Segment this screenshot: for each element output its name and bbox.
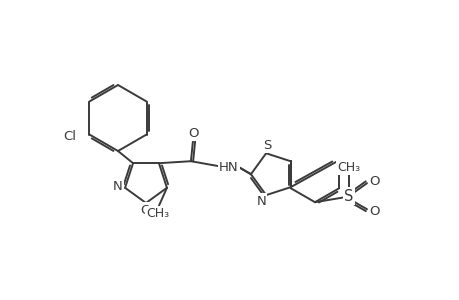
Text: S: S bbox=[263, 139, 271, 152]
Text: CH₃: CH₃ bbox=[337, 161, 360, 174]
Text: O: O bbox=[188, 127, 199, 140]
Text: Cl: Cl bbox=[63, 130, 76, 143]
Text: O: O bbox=[140, 203, 151, 217]
Text: N: N bbox=[113, 180, 123, 193]
Text: O: O bbox=[369, 205, 380, 218]
Text: CH₃: CH₃ bbox=[146, 207, 169, 220]
Text: HN: HN bbox=[218, 161, 238, 174]
Text: N: N bbox=[256, 195, 265, 208]
Text: S: S bbox=[343, 189, 353, 204]
Text: O: O bbox=[369, 175, 380, 188]
